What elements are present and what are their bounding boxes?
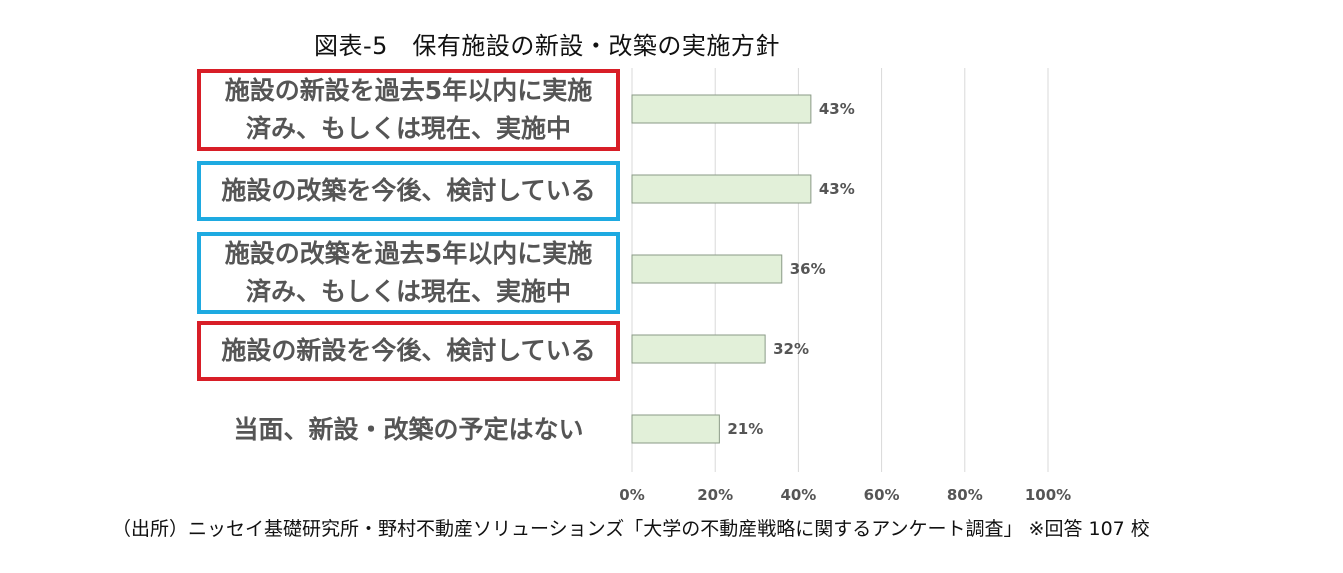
bars	[631, 94, 812, 444]
category-label: 施設の新設を過去5年以内に実施 済み、もしくは現在、実施中	[197, 69, 620, 151]
category-label: 施設の新設を今後、検討している	[197, 321, 620, 381]
bar	[631, 94, 812, 124]
category-label: 当面、新設・改築の予定はない	[233, 415, 584, 444]
x-tick-label: 0%	[619, 486, 644, 504]
x-tick-label: 60%	[864, 486, 900, 504]
bar-value-label: 21%	[727, 420, 763, 438]
x-tick-label: 40%	[780, 486, 816, 504]
data-labels: 43% 43% 36% 32% 21%	[727, 100, 854, 438]
bar-value-label: 32%	[773, 340, 809, 358]
x-axis-tick-labels: 0% 20% 40% 60% 80% 100%	[619, 486, 1071, 504]
category-label: 施設の改築を過去5年以内に実施 済み、もしくは現在、実施中	[197, 232, 620, 314]
bar-value-label: 43%	[819, 180, 855, 198]
bar	[631, 254, 783, 284]
x-tick-label: 20%	[697, 486, 733, 504]
x-tick-label: 100%	[1025, 486, 1071, 504]
bar	[631, 414, 720, 444]
source-note: （出所）ニッセイ基礎研究所・野村不動産ソリューションズ「大学の不動産戦略に関する…	[112, 518, 1150, 540]
bar	[631, 174, 812, 204]
x-tick-label: 80%	[947, 486, 983, 504]
bar-value-label: 43%	[819, 100, 855, 118]
bar-value-label: 36%	[790, 260, 826, 278]
chart-title: 図表-5 保有施設の新設・改築の実施方針	[314, 32, 780, 60]
category-label: 施設の改築を今後、検討している	[197, 161, 620, 221]
bar	[631, 334, 766, 364]
